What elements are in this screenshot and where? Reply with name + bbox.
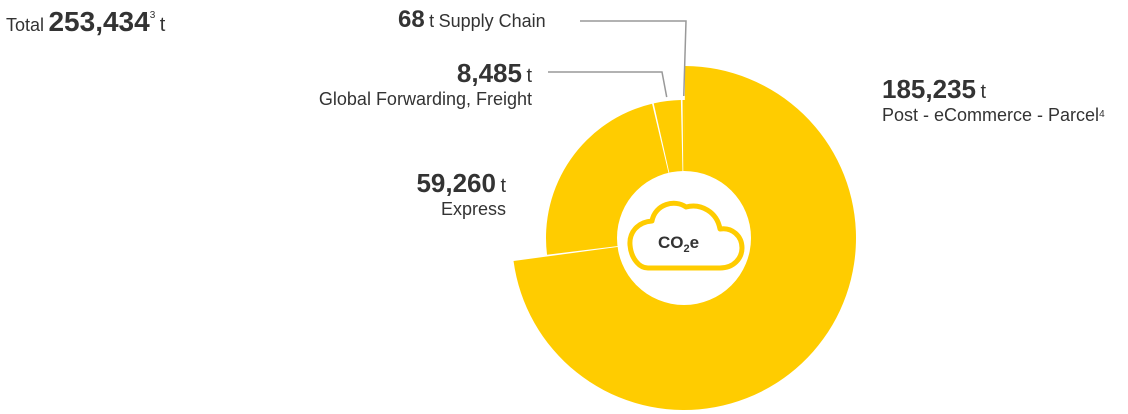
value-express: 59,260 [416, 168, 496, 198]
value-global-forwarding: 8,485 [456, 58, 522, 88]
name-global-forwarding: Global Forwarding, Freight [318, 89, 532, 109]
co2-subscript: 2 [684, 243, 690, 255]
segment-supply-chain [682, 100, 686, 181]
svg-text:CO2e: CO2e [658, 233, 699, 255]
unit-express: t [500, 175, 506, 197]
name-supply-chain: Supply Chain [438, 11, 546, 31]
label-express: 59,260 t Express [416, 168, 506, 220]
cloud-icon: CO2e [627, 200, 745, 271]
co2-suffix: e [690, 233, 699, 252]
value-supply-chain: 68 [398, 6, 425, 33]
segment-express [546, 103, 671, 255]
leader-lines [548, 20, 687, 98]
total-footnote: 3 [149, 10, 156, 21]
unit-global-forwarding: t [526, 65, 532, 87]
leader-global-forwarding [548, 71, 668, 98]
unit-post-ecommerce-parcel: t [980, 81, 986, 103]
name-post-ecommerce-parcel: Post - eCommerce - Parcel [882, 105, 1100, 125]
co2-text: CO [658, 233, 684, 252]
total-value: 253,434 [48, 6, 150, 37]
name-express: Express [440, 199, 506, 219]
value-post-ecommerce-parcel: 185,235 [882, 74, 976, 104]
segment-post-ecommerce-parcel [513, 66, 856, 411]
label-global-forwarding: 8,485 t Global Forwarding, Freight [319, 58, 532, 110]
total-text: Total [6, 15, 45, 35]
label-post-ecommerce-parcel: 185,235 t Post - eCommerce - Parcel4 [882, 74, 1105, 126]
label-supply-chain: 68 t Supply Chain [398, 6, 546, 34]
total-unit: t [159, 14, 166, 36]
footnote-post-ecommerce-parcel: 4 [1099, 109, 1105, 120]
total-label: Total 253,4343 t [6, 6, 165, 38]
leader-supply-chain [580, 20, 687, 97]
donut-segments [513, 66, 856, 411]
segment-global-forwarding [653, 100, 683, 182]
unit-supply-chain: t [429, 11, 435, 31]
